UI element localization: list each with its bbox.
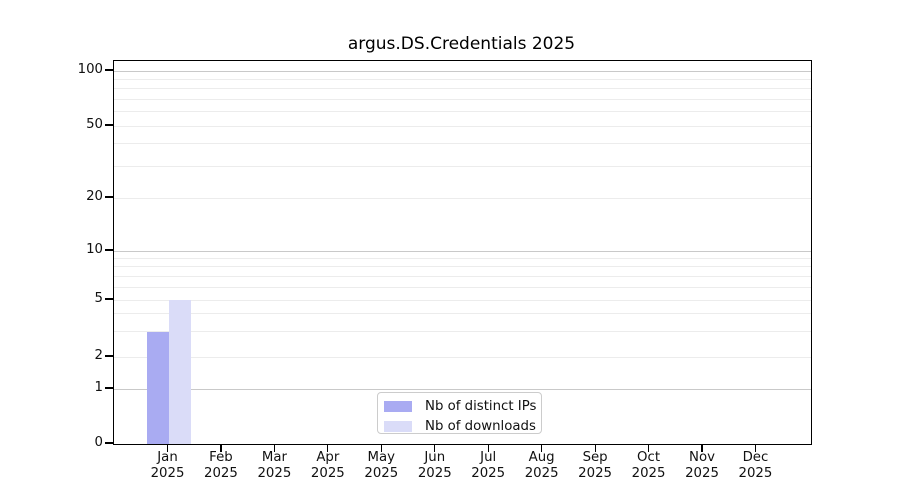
y-tick-mark (105, 355, 113, 357)
x-tick-mark (327, 444, 329, 452)
gridline (114, 331, 811, 333)
x-tick-year: 2025 (685, 466, 719, 481)
y-tick-label: 5 (94, 291, 103, 306)
x-tick-month: Nov (689, 450, 715, 465)
x-tick-month: Aug (528, 450, 555, 465)
x-tick-month: Oct (637, 450, 661, 465)
x-tick-year: 2025 (310, 466, 345, 481)
gridline (114, 388, 811, 390)
legend-label-distinct-ips: Nb of distinct IPs (425, 398, 537, 414)
gridline (114, 299, 811, 301)
gridline (114, 98, 811, 100)
x-tick-mark (541, 444, 543, 452)
gridline (114, 88, 811, 90)
gridline (114, 275, 811, 277)
y-tick-label: 2 (94, 348, 103, 363)
x-tick-month: Jan (157, 450, 178, 465)
x-tick-mark (487, 444, 489, 452)
chart-title: argus.DS.Credentials 2025 (347, 34, 576, 54)
x-tick-label: Nov 2025 (675, 450, 729, 482)
gridline (114, 78, 811, 80)
x-tick-year: 2025 (150, 466, 185, 481)
y-tick-mark (105, 387, 113, 389)
x-tick-mark (273, 444, 275, 452)
x-tick-year: 2025 (204, 466, 238, 481)
y-tick-mark (105, 249, 113, 251)
x-tick-month: Jul (480, 450, 497, 465)
gridline (114, 257, 811, 259)
y-tick-label: 0 (94, 435, 103, 450)
x-tick-month: May (367, 450, 396, 465)
legend-item-distinct-ips: Nb of distinct IPs (384, 398, 541, 414)
x-tick-label: Jul 2025 (461, 450, 515, 482)
y-tick-mark (105, 442, 113, 444)
legend-label-downloads: Nb of downloads (425, 418, 536, 434)
bar-nb-of-downloads (168, 300, 191, 444)
x-tick-month: Mar (261, 450, 287, 465)
gridline (114, 286, 811, 288)
x-tick-year: 2025 (631, 466, 666, 481)
x-tick-year: 2025 (417, 466, 452, 481)
x-tick-label: Jan 2025 (141, 450, 195, 482)
x-tick-label: May 2025 (354, 450, 408, 482)
y-tick-label: 100 (77, 62, 103, 77)
x-tick-label: Mar 2025 (247, 450, 301, 482)
x-tick-label: Apr 2025 (301, 450, 355, 482)
x-tick-month: Dec (742, 450, 769, 465)
legend: Nb of distinct IPs Nb of downloads (377, 392, 542, 434)
plot-area (113, 60, 812, 445)
x-tick-month: Feb (209, 450, 233, 465)
x-tick-mark (434, 444, 436, 452)
x-tick-mark (380, 444, 382, 452)
x-tick-label: Feb 2025 (194, 450, 248, 482)
bar-nb-of-distinct-ips (146, 331, 169, 444)
gridline (114, 197, 811, 199)
gridline (114, 356, 811, 358)
x-tick-mark (701, 444, 703, 452)
legend-swatch-downloads (384, 420, 412, 432)
legend-item-downloads: Nb of downloads (384, 418, 541, 434)
x-tick-label: Sep 2025 (568, 450, 622, 482)
x-tick-mark (754, 444, 757, 452)
y-tick-label: 20 (86, 189, 103, 204)
x-tick-year: 2025 (578, 466, 613, 481)
x-tick-year: 2025 (471, 466, 506, 481)
y-tick-label: 1 (94, 380, 103, 395)
x-tick-mark (166, 444, 169, 452)
gridline (114, 266, 811, 268)
y-tick-mark (105, 298, 113, 300)
x-tick-year: 2025 (738, 466, 773, 481)
gridline (114, 165, 811, 167)
x-tick-mark (594, 444, 596, 452)
gridline (114, 70, 811, 72)
y-tick-mark (105, 69, 113, 71)
x-tick-mark (220, 444, 222, 452)
x-tick-month: Jun (424, 450, 446, 465)
x-tick-label: Oct 2025 (622, 450, 676, 482)
x-tick-year: 2025 (257, 466, 292, 481)
gridline (114, 250, 811, 252)
x-tick-mark (647, 444, 650, 452)
x-tick-month: Apr (316, 450, 340, 465)
x-tick-month: Sep (582, 450, 608, 465)
legend-swatch-distinct-ips (384, 400, 412, 412)
gridline (114, 143, 811, 145)
x-tick-label: Aug 2025 (515, 450, 569, 482)
gridline (114, 111, 811, 113)
y-tick-label: 50 (86, 117, 103, 132)
y-tick-label: 10 (86, 242, 103, 257)
x-tick-label: Dec 2025 (728, 450, 782, 482)
x-tick-year: 2025 (524, 466, 559, 481)
y-tick-mark (105, 196, 113, 198)
gridline (114, 313, 811, 315)
gridline (114, 125, 811, 127)
x-tick-label: Jun 2025 (408, 450, 462, 482)
x-tick-year: 2025 (364, 466, 399, 481)
y-tick-mark (105, 124, 113, 126)
